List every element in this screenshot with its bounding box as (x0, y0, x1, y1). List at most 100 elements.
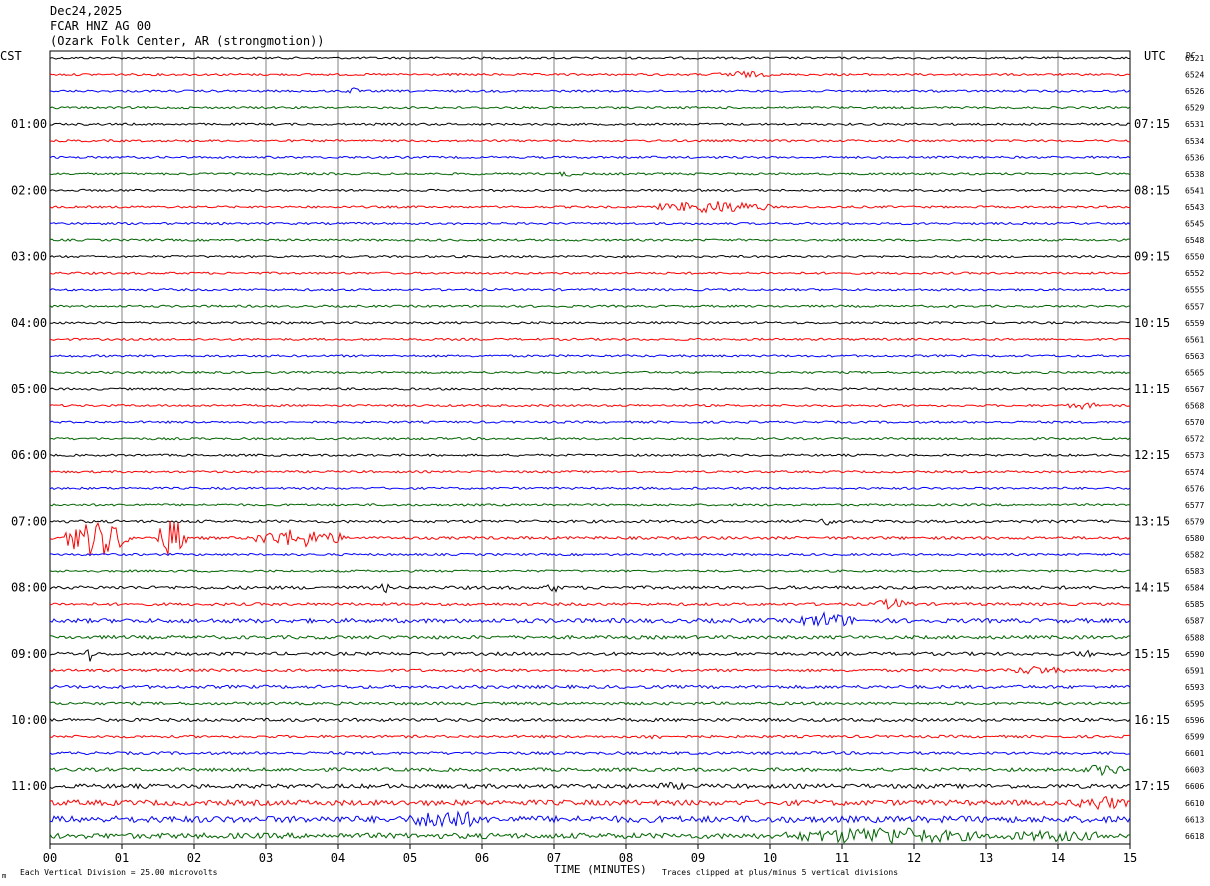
dc-offset-label: 6526 (1185, 87, 1204, 96)
dc-offset-label: 6574 (1185, 468, 1204, 477)
trace-row-8 (49, 188, 1131, 193)
dc-offset-label: 6567 (1185, 385, 1204, 394)
trace-row-11 (49, 238, 1131, 242)
x-tick-label: 00 (43, 851, 57, 865)
trace-row-43 (49, 764, 1131, 777)
trace-row-1 (49, 70, 1131, 79)
trace-row-4 (49, 122, 1131, 127)
left-time-label: 02:00 (11, 183, 47, 197)
left-time-label: 08:00 (11, 581, 47, 595)
seismic-traces (49, 56, 1131, 845)
left-time-label: 04:00 (11, 316, 47, 330)
left-time-label: 05:00 (11, 382, 47, 396)
dc-offset-label: 6557 (1185, 302, 1204, 311)
date-label: Dec24,2025 (50, 4, 123, 18)
dc-offset-label: 6548 (1185, 236, 1204, 245)
dc-offset-label: 6613 (1185, 815, 1204, 824)
cst-label: CST (0, 49, 22, 63)
dc-offset-label: 6599 (1185, 733, 1204, 742)
trace-row-44 (49, 781, 1131, 790)
trace-row-34 (49, 611, 1131, 627)
x-tick-label: 06 (475, 851, 489, 865)
dc-offset-label: 6579 (1185, 517, 1204, 526)
right-time-label: 17:15 (1134, 779, 1170, 793)
dc-offset-label: 6529 (1185, 104, 1204, 113)
dc-offset-label: 6610 (1185, 799, 1204, 808)
trace-row-10 (49, 221, 1131, 226)
dc-offset-label: 6593 (1185, 683, 1204, 692)
trace-row-32 (49, 583, 1131, 594)
trace-row-16 (49, 321, 1131, 325)
trace-row-7 (49, 171, 1131, 177)
station-header: Dec24,2025 FCAR HNZ AG 00 (Ozark Folk Ce… (50, 4, 325, 49)
trace-row-28 (49, 518, 1131, 526)
dc-offset-label: 6552 (1185, 269, 1204, 278)
trace-row-45 (49, 795, 1131, 811)
dc-offset-label: 6585 (1185, 600, 1204, 609)
dc-offset-label: 6596 (1185, 716, 1204, 725)
trace-row-14 (49, 287, 1131, 292)
dc-offset-label: 6543 (1185, 203, 1204, 212)
dc-offset-label: 6583 (1185, 567, 1204, 576)
time-labels: 01:00 02:00 03:00 04:00 05:00 06:00 07:00 08:00… (11, 54, 1204, 841)
trace-row-39 (49, 701, 1130, 706)
x-tick-label: 11 (835, 851, 849, 865)
left-time-label: 11:00 (11, 779, 47, 793)
left-time-label: 03:00 (11, 250, 47, 264)
trace-row-33 (49, 597, 1131, 610)
trace-row-26 (49, 486, 1131, 491)
x-tick-label: 01 (115, 851, 129, 865)
trace-row-40 (49, 717, 1131, 723)
x-tick-label: 02 (187, 851, 201, 865)
trace-row-5 (49, 139, 1131, 143)
left-time-label: 10:00 (11, 713, 47, 727)
clip-note: Traces clipped at plus/minus 5 vertical … (662, 868, 898, 877)
dc-offset-label: 6576 (1185, 484, 1204, 493)
trace-row-24 (49, 453, 1131, 458)
x-axis-ticks: 00 01 02 03 04 05 06 07 08 09 10 11 12 13 14 15 (43, 844, 1137, 865)
dc-offset-label: 6550 (1185, 253, 1204, 262)
trace-row-15 (49, 304, 1131, 308)
trace-row-42 (49, 750, 1131, 756)
dc-offset-label: 6606 (1185, 782, 1204, 791)
right-time-label: 09:15 (1134, 250, 1170, 264)
dc-offset-label: 6573 (1185, 451, 1204, 460)
right-time-label: 08:15 (1134, 183, 1170, 197)
station-label: FCAR HNZ AG 00 (50, 19, 152, 33)
x-tick-label: 08 (619, 851, 633, 865)
right-time-label: 10:15 (1134, 316, 1170, 330)
dc-offset-label: 6577 (1185, 501, 1204, 510)
right-time-label: 15:15 (1134, 647, 1170, 661)
dc-offset-label: 6536 (1185, 153, 1204, 162)
dc-offset-label: 6587 (1185, 617, 1204, 626)
minute-grid (49, 50, 1131, 845)
trace-row-19 (49, 370, 1131, 375)
dc-offset-label: 6568 (1185, 402, 1204, 411)
scale-note: Each Vertical Division = 25.00 microvolt… (20, 868, 218, 877)
trace-row-36 (49, 649, 1131, 662)
dc-offset-label: 6595 (1185, 699, 1204, 708)
trace-row-25 (49, 469, 1131, 474)
dc-offset-label: 6565 (1185, 368, 1204, 377)
dc-offset-label: 6582 (1185, 551, 1204, 560)
location-label: (Ozark Folk Center, AR (strongmotion)) (50, 34, 325, 48)
left-time-label: 07:00 (11, 514, 47, 528)
trace-row-46 (49, 810, 1131, 828)
trace-row-30 (49, 552, 1131, 557)
dc-offset-label: 6559 (1185, 319, 1204, 328)
trace-row-0 (49, 56, 1131, 60)
trace-row-47 (49, 827, 1131, 845)
right-time-label: 14:15 (1134, 581, 1170, 595)
trace-row-35 (49, 634, 1131, 640)
trace-row-20 (49, 387, 1131, 391)
right-time-label: 11:15 (1134, 382, 1170, 396)
x-tick-label: 05 (403, 851, 417, 865)
dc-offset-label: 6531 (1185, 120, 1204, 129)
dc-offset-label: 6603 (1185, 766, 1204, 775)
dc-offset-label: 6521 (1185, 54, 1204, 63)
x-tick-label: 12 (907, 851, 921, 865)
x-tick-label: 13 (979, 851, 993, 865)
dc-offset-label: 6524 (1185, 71, 1204, 80)
dc-offset-label: 6555 (1185, 286, 1204, 295)
